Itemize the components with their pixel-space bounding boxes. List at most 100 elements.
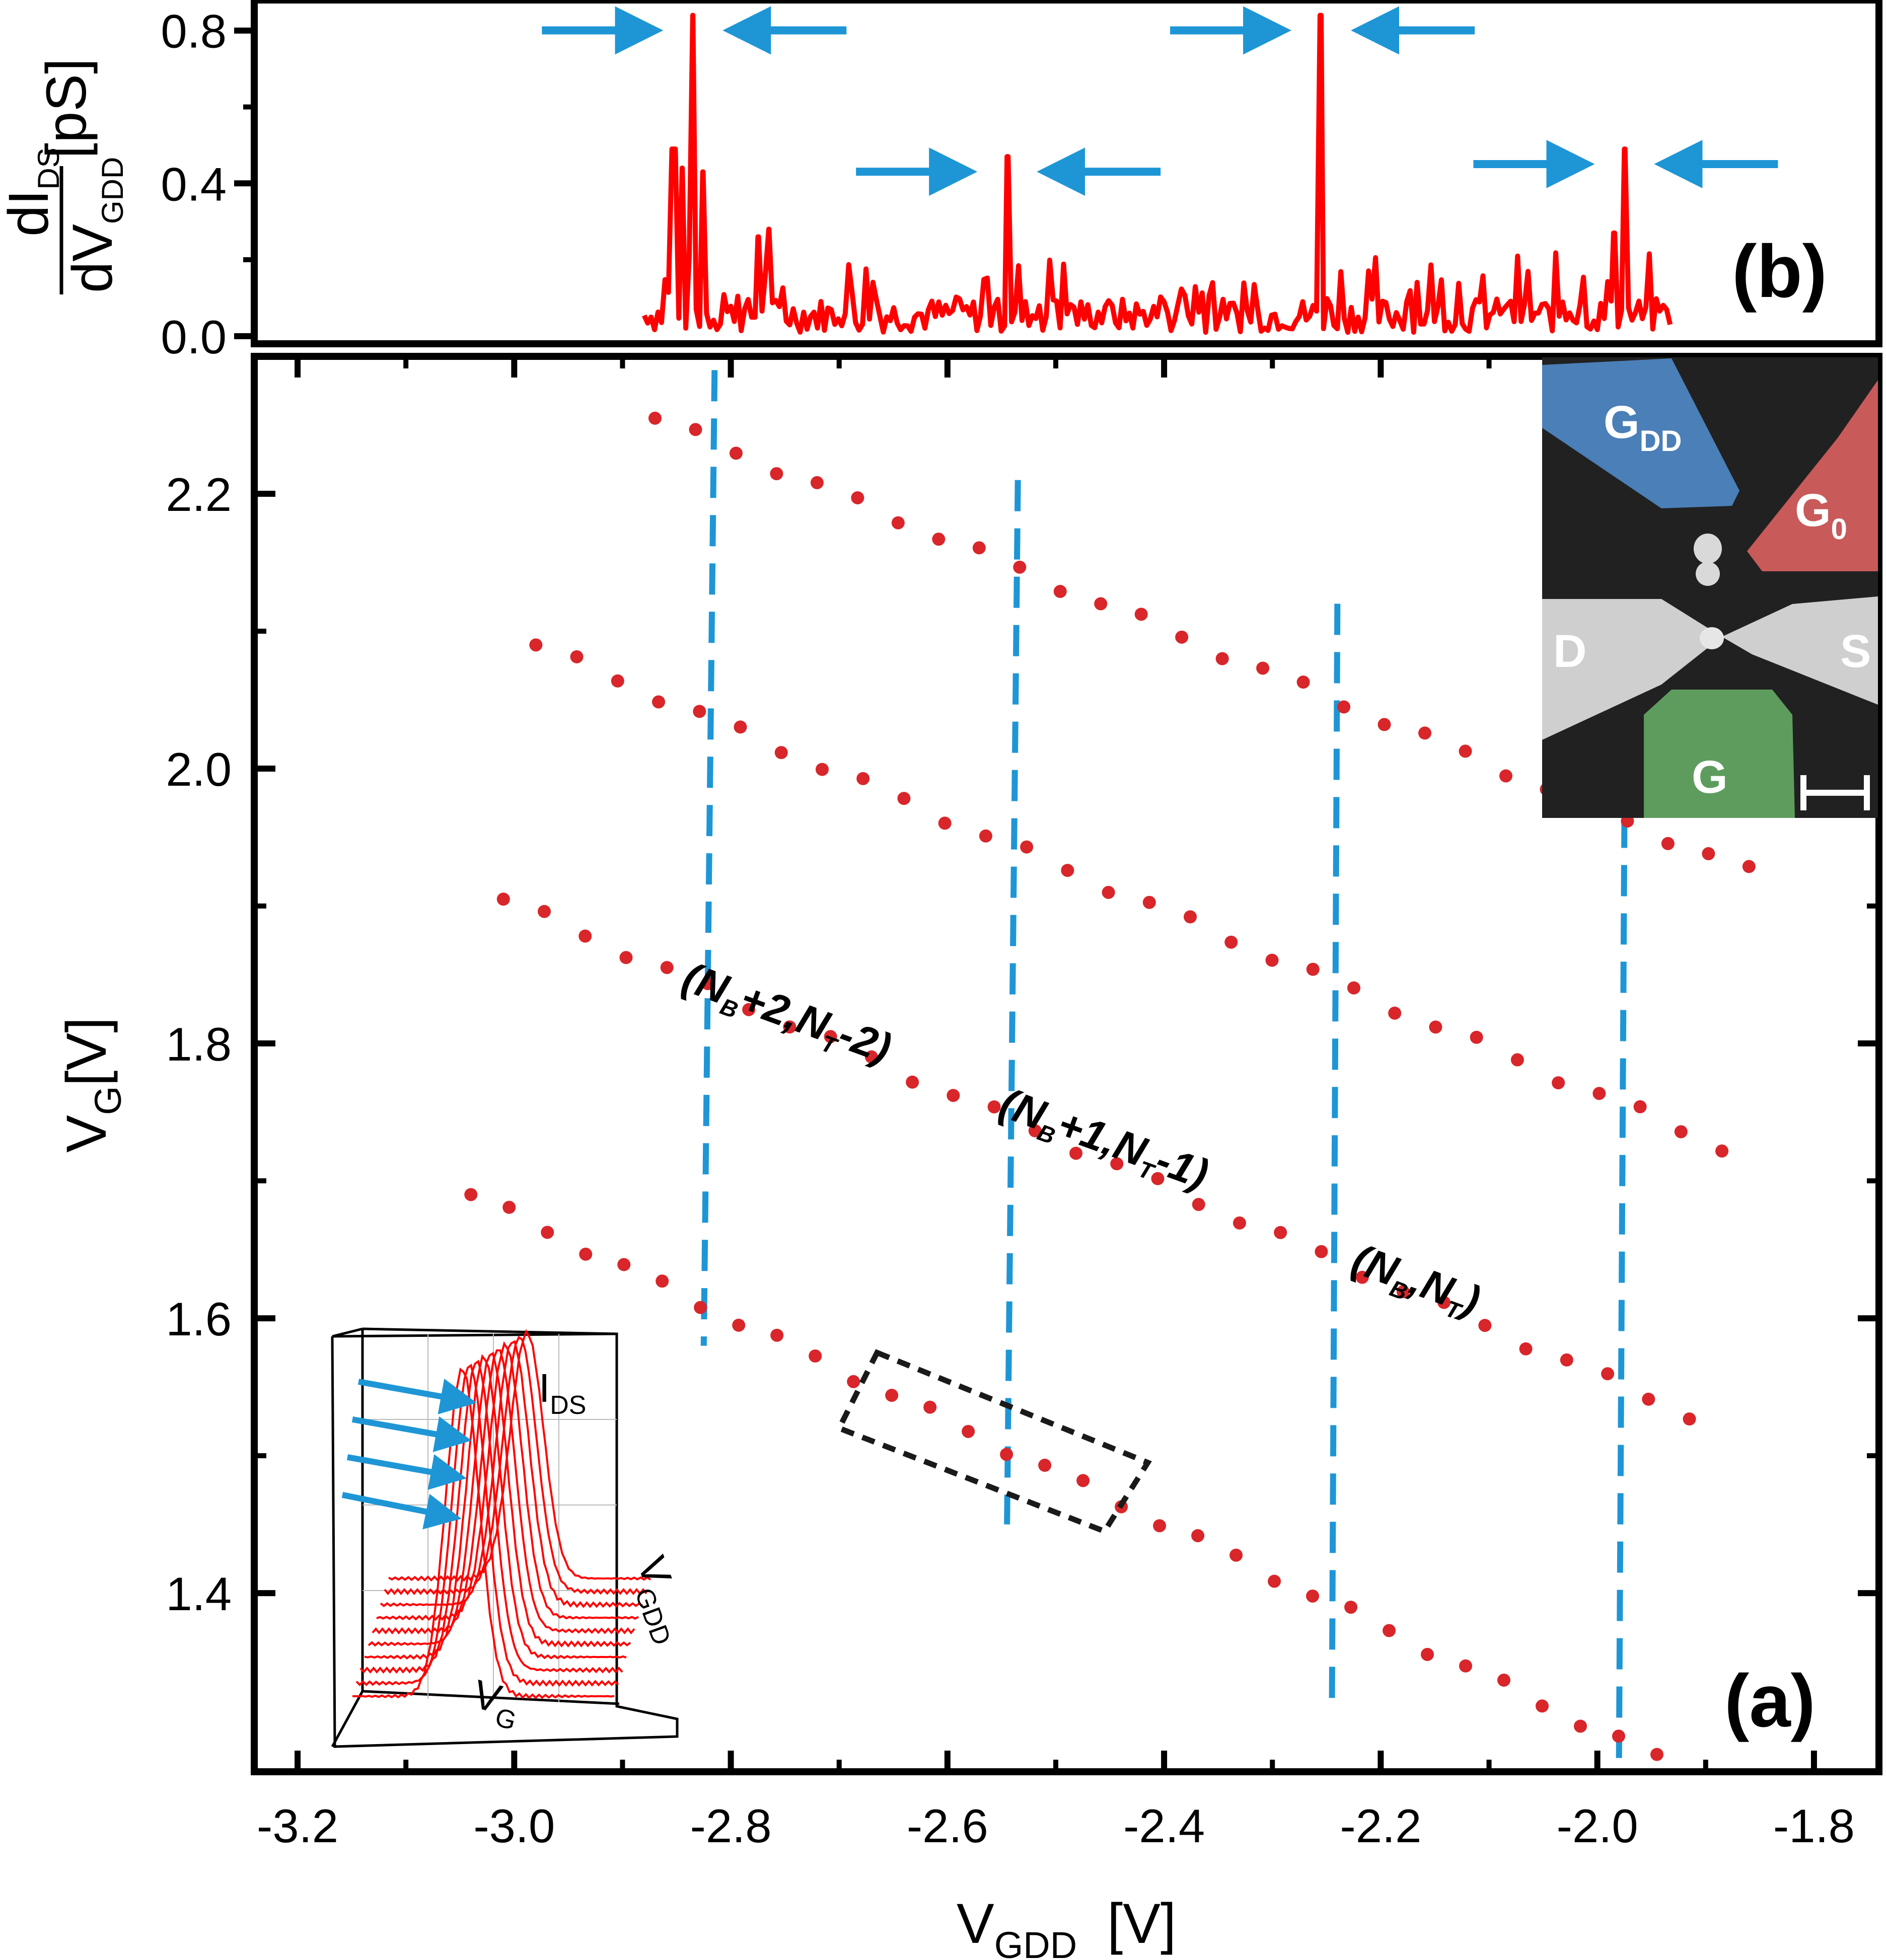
- data-point: [1437, 1296, 1451, 1309]
- data-point: [1601, 1367, 1615, 1381]
- data-point: [1383, 1624, 1396, 1637]
- data-point: [1110, 1157, 1124, 1171]
- b-y-tick-label: 0.0: [161, 311, 227, 363]
- data-point: [502, 1200, 516, 1214]
- data-point: [851, 491, 864, 504]
- ids-traces: [352, 1329, 651, 1699]
- data-point: [864, 1050, 878, 1064]
- island-lead-dot: [1700, 627, 1724, 649]
- data-point: [1020, 840, 1034, 854]
- data-point: [770, 467, 783, 481]
- data-point: [987, 1100, 1001, 1114]
- data-point: [1013, 560, 1027, 574]
- data-point: [1102, 885, 1115, 899]
- svg-text:dVGDD: dVGDD: [61, 157, 129, 293]
- ids-label: IDS: [539, 1366, 586, 1420]
- data-point: [1315, 1245, 1328, 1258]
- x-axis-title: VGDD [V]: [957, 1892, 1176, 1960]
- data-point: [1265, 953, 1279, 967]
- data-point: [660, 961, 674, 974]
- scale-bar: [1800, 775, 1870, 810]
- data-point: [1560, 1353, 1573, 1367]
- sem-label-g0: G0: [1795, 485, 1847, 546]
- data-point: [1224, 935, 1238, 949]
- x-tick-label: -2.8: [690, 1799, 772, 1852]
- y-tick-label: 1.6: [166, 1293, 232, 1345]
- data-point: [1674, 1125, 1688, 1139]
- data-point: [1232, 1216, 1246, 1230]
- data-point: [1347, 981, 1360, 995]
- ids-trace: [359, 1360, 623, 1674]
- data-point: [947, 1089, 960, 1102]
- data-point: [932, 533, 946, 546]
- data-point: [1028, 1124, 1042, 1138]
- y-tick-label: 2.2: [166, 468, 232, 521]
- data-point: [611, 674, 624, 688]
- data-point: [1076, 1474, 1090, 1487]
- x-tick-label: -2.6: [907, 1799, 988, 1852]
- data-point: [1429, 1020, 1442, 1034]
- data-point: [1612, 1729, 1625, 1743]
- panel-a-y-ticks: 1.4 1.6 1.8 2.0 2.2: [166, 468, 1879, 1620]
- sem-label-g: G: [1692, 751, 1728, 803]
- state-label-nb1: (NB+1,NT-1): [992, 1079, 1214, 1203]
- data-point: [734, 720, 747, 734]
- source-lead: [1722, 596, 1878, 705]
- data-point: [1421, 1647, 1434, 1661]
- panel-a-dashed-lines: [700, 370, 1628, 1758]
- data-point: [1642, 1392, 1655, 1406]
- ids-trace: [364, 1354, 627, 1660]
- data-point: [1742, 860, 1756, 873]
- data-point: [742, 1003, 756, 1016]
- sem-label-d: D: [1553, 626, 1586, 677]
- data-point: [824, 1030, 837, 1043]
- data-point: [1053, 585, 1067, 598]
- data-point: [938, 816, 952, 830]
- data-point: [1142, 895, 1156, 909]
- b-y-tick-label: 0.4: [161, 158, 227, 210]
- x-tick-label: -2.0: [1557, 1799, 1638, 1852]
- ids-arrows: [341, 1378, 477, 1530]
- dashed-line: [1329, 604, 1341, 1703]
- panel-a: -3.2 -3.0 -2.8 -2.6 -2.4 -2.2 -2.0 -1.8 1.41.61…: [55, 353, 1882, 1960]
- data-point: [847, 1375, 860, 1388]
- ids-trace: [380, 1340, 643, 1608]
- data-point: [1552, 1076, 1565, 1090]
- data-point: [1134, 608, 1148, 621]
- data-point: [1683, 1412, 1696, 1426]
- panel-a-dots: [464, 411, 1756, 1761]
- data-point: [619, 951, 633, 964]
- sem-inset: GDD G0 D S G: [1542, 357, 1878, 818]
- data-point: [809, 1349, 822, 1363]
- data-point: [810, 476, 824, 489]
- panel-b-label: (b): [1732, 230, 1827, 313]
- dashed-line: [1004, 480, 1021, 1525]
- data-point: [885, 1389, 899, 1402]
- data-point: [815, 763, 829, 776]
- data-point: [1268, 1574, 1281, 1588]
- data-point: [923, 1400, 937, 1414]
- state-label-nb0: (NB,NT): [1344, 1235, 1486, 1329]
- sem-label-s: S: [1840, 626, 1871, 677]
- dashed-line: [1616, 816, 1628, 1758]
- island-top: [1694, 534, 1722, 564]
- data-point: [1396, 1285, 1410, 1299]
- data-point: [1274, 1226, 1287, 1239]
- svg-text:[pS]: [pS]: [35, 58, 98, 159]
- data-point: [783, 1020, 796, 1034]
- data-point: [701, 977, 714, 991]
- y-tick-label: 1.8: [166, 1018, 232, 1071]
- ids-inset: IDS VGDD VG: [331, 1327, 680, 1749]
- highlight-box: [835, 1349, 1152, 1535]
- panel-b-series: [641, 13, 1673, 335]
- ids-trace: [388, 1329, 651, 1582]
- drain-lead: [1542, 599, 1722, 740]
- data-point: [1306, 962, 1320, 976]
- data-point: [529, 638, 543, 652]
- panel-b-arrows: [542, 6, 1778, 196]
- data-point: [1306, 1589, 1320, 1603]
- data-point: [1192, 1197, 1205, 1211]
- x-tick-label: -1.8: [1773, 1799, 1855, 1852]
- data-point: [774, 746, 788, 760]
